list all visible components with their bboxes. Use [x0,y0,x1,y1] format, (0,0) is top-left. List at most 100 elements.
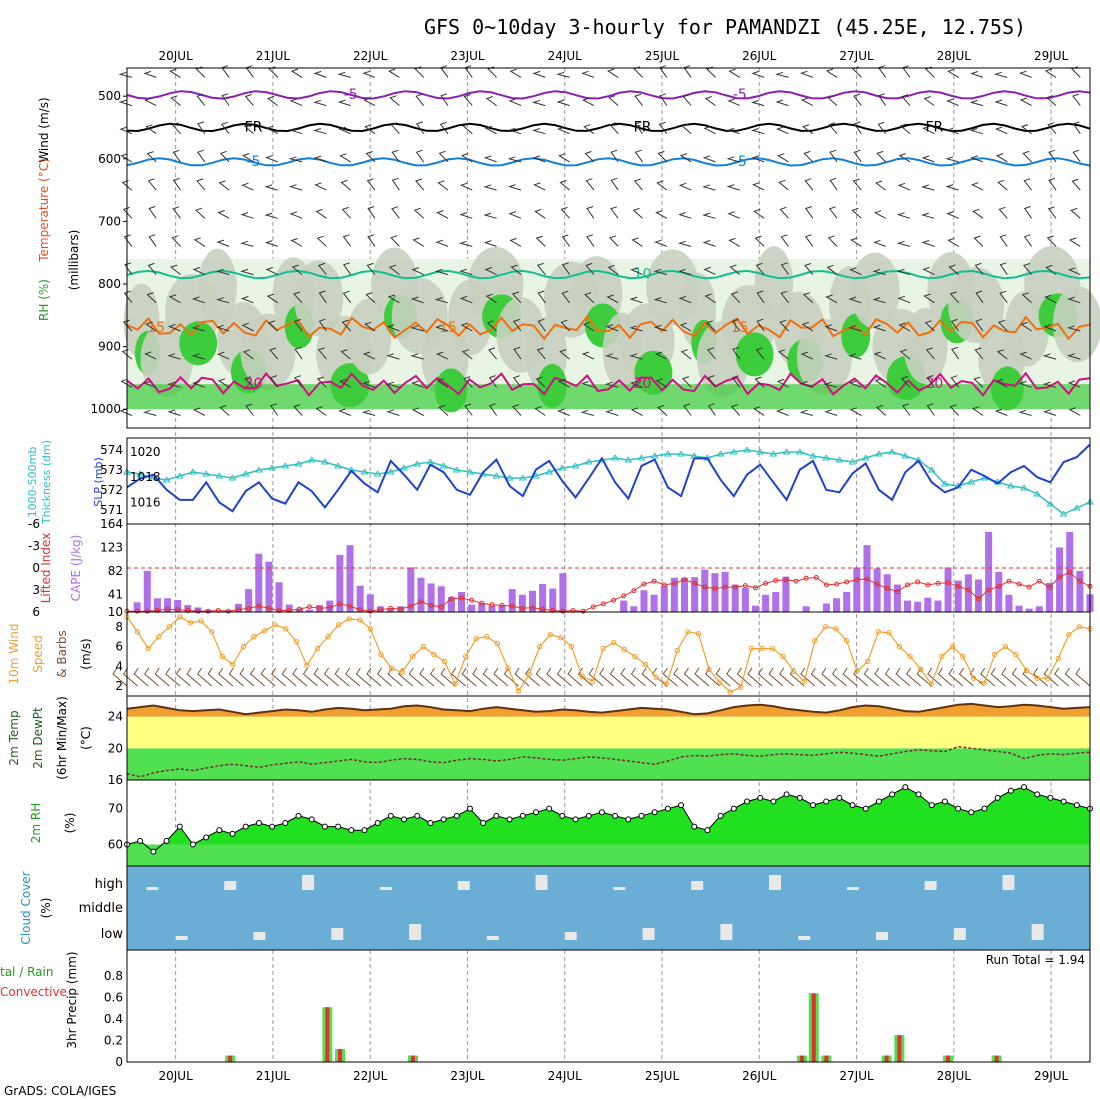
cape-bar [822,603,830,612]
wind-barb [581,351,595,360]
wind-barb [485,293,497,304]
panel-frame [126,437,1091,525]
thickness-point [729,448,738,455]
thickness-point [307,456,316,463]
wind-barb [388,68,400,78]
wind-barb [508,98,522,107]
wind-barb [317,262,327,275]
wind-barb [560,206,570,219]
wind-barb [970,155,984,163]
rh-shade-60 [903,307,948,384]
thickness-point [545,468,553,475]
cloud-bar [1002,875,1015,890]
rh-shade-60 [347,298,392,375]
wind-barb [926,403,935,416]
wind-barb [1072,149,1081,163]
wind-barb [338,126,351,135]
wind-barb [294,375,303,388]
thickness-point [518,474,527,481]
wind-barb [730,404,741,416]
cloud-panel: high middle low Cloud Cover (%) [19,866,1090,950]
li-point [195,608,201,614]
wind-barb-10m [916,667,932,687]
wind-barb [780,234,789,247]
wind-barb [340,349,352,360]
wind-barb [169,68,181,78]
isotherm-label: -5 [733,87,747,103]
wind-speed-point [145,645,151,652]
wind-barb [436,210,449,219]
li-point [509,603,515,609]
wind-barb [848,353,862,360]
wind-barb [727,211,740,219]
wind-barb [386,353,400,360]
wind-speed-point [981,680,987,686]
rh-point [163,837,170,844]
wind-barb [998,319,1008,332]
ylabel-wind: Wind (m/s) [37,97,51,162]
wind-speed-point [293,638,300,645]
thickness-point [584,458,593,465]
wind-barb [512,318,522,332]
day-label-bottom: 25JUL [645,1069,680,1083]
wind-speed-point [621,646,628,653]
rh-point [809,802,816,809]
rh-point [189,841,196,848]
wind-barb [1047,122,1057,135]
li-point [1026,584,1032,590]
wind-speed-point [230,661,236,668]
wind-barb [951,346,960,360]
wind-barb-10m [281,667,297,687]
li-point [459,595,465,601]
wind-barb [682,94,692,106]
thickness-point [505,474,514,481]
wind-barb-10m [704,667,720,687]
wind-barb-10m [207,667,223,687]
wind-barb-10m [165,667,181,687]
wind-speed-point [917,666,924,673]
thickness-point [558,464,567,471]
rh-base-band [127,844,1090,866]
wind-barb [531,128,546,135]
wind-barb [779,319,789,332]
wind-barb [610,177,619,191]
thickness-point [466,468,474,475]
wind-barb [1048,177,1057,191]
wind-barb-10m [440,667,456,687]
wind-barb [536,262,546,275]
li-point [165,606,171,612]
li-point [327,605,333,611]
precip-convective-bar [884,1055,889,1062]
wind-speed-point [304,662,310,669]
wind-speed-point [156,634,162,640]
wind-barb [850,237,862,247]
li-point [732,584,738,590]
wind-barb [1067,296,1081,304]
cloud-bar [224,881,237,890]
wind-barb [586,234,595,247]
cape-bar [954,580,962,612]
wind-barb [778,179,789,191]
wind-barb [702,155,716,163]
wind-barb-10m [588,667,604,687]
wind-barb [755,262,765,275]
wind-barb [683,65,692,78]
wind-barb [853,121,862,134]
wind-barb [508,211,522,219]
wind-barb-10m [1054,667,1070,687]
wind-barb [561,234,570,247]
wind-barb-10m [472,667,488,687]
wind-barb-10m [144,667,160,687]
wind-speed-line [126,616,1091,693]
cape-bar [853,567,861,612]
wind-barb [241,322,254,332]
wind-barb-10m [937,667,953,687]
rh-shade-90 [735,332,774,377]
wind-tick-label: 4 [115,659,123,673]
wind-barb-10m [768,667,784,687]
rh-point [585,812,592,819]
wind-barb [290,238,303,247]
wind-barb [483,212,497,219]
wind-barb [875,180,886,191]
wind-barb [922,266,935,276]
